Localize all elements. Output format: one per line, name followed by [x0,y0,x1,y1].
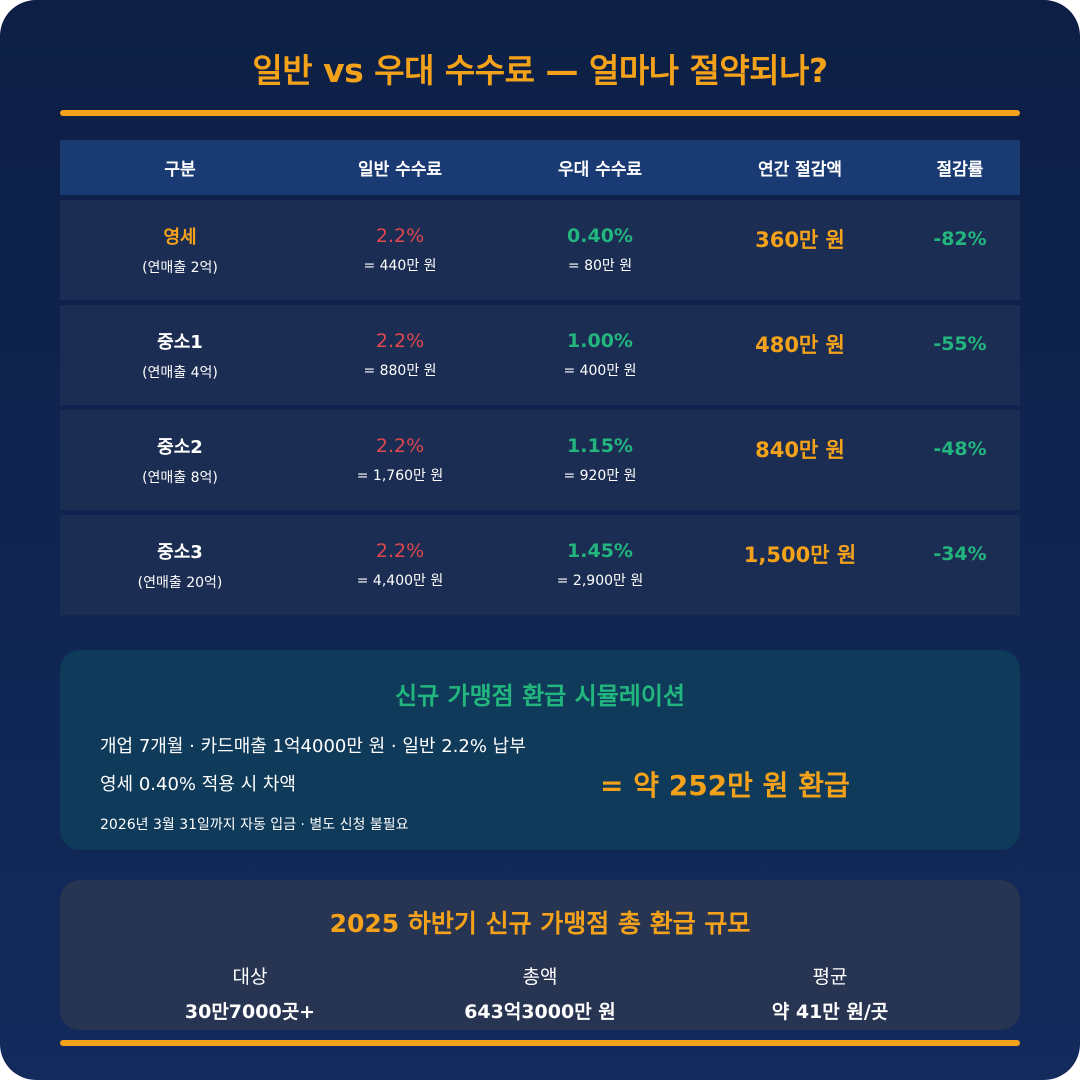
normal-rate: 2.2% [375,540,425,562]
normal-amount: = 1,760만 원 [356,468,444,484]
bottom-divider [60,1040,1020,1046]
header-saving-ratio: 절감률 [936,160,984,180]
saving-cell: 360만 원 [700,228,900,254]
stat-label: 대상 [232,966,268,988]
saving-cell: 840만 원 [700,438,900,464]
preferential-rate: 1.00% [567,330,633,352]
normal-amount: = 880만 원 [363,363,437,379]
preferential-fee-cell: 1.15% = 920만 원 [500,435,700,485]
tier-cell: 중소1 (연매출 4억) [60,328,300,382]
normal-fee-cell: 2.2% = 440만 원 [300,225,500,275]
annual-saving: 480만 원 [755,333,845,357]
annual-saving: 1,500만 원 [743,543,857,567]
tier-cell: 중소3 (연매출 20억) [60,538,300,592]
header-normal-fee: 일반 수수료 [357,160,443,180]
normal-fee-cell: 2.2% = 1,760만 원 [300,435,500,485]
preferential-amount: = 2,900만 원 [556,573,644,589]
annual-saving: 360만 원 [755,228,845,252]
stat-target: 대상 30만7000곳+ [90,962,410,1024]
tier-sales: (연매출 8억) [142,470,218,486]
normal-rate: 2.2% [375,225,425,247]
saving-ratio: -82% [933,228,987,250]
normal-amount: = 440만 원 [363,258,437,274]
fee-comparison-table: 구분 일반 수수료 우대 수수료 연간 절감액 절감률 영세 (연매출 2억) … [60,140,1020,615]
preferential-rate: 0.40% [567,225,633,247]
stat-value: 30만7000곳+ [184,1001,316,1023]
tier-sales: (연매출 20억) [137,575,223,591]
tier-cell: 영세 (연매출 2억) [60,223,300,277]
simulation-note: 2026년 3월 31일까지 자동 입금 · 별도 신청 불필요 [100,817,409,833]
stat-value: 643억3000만 원 [464,1001,616,1023]
normal-fee-cell: 2.2% = 880만 원 [300,330,500,380]
table-row: 중소1 (연매출 4억) 2.2% = 880만 원 1.00% = 400만 … [60,305,1020,405]
saving-ratio: -34% [933,543,987,565]
preferential-rate: 1.45% [567,540,633,562]
annual-saving: 840만 원 [755,438,845,462]
normal-rate: 2.2% [375,330,425,352]
title-divider [60,110,1020,116]
tier-name: 중소3 [157,542,203,563]
header-preferential-fee: 우대 수수료 [557,160,643,180]
preferential-rate: 1.15% [567,435,633,457]
stat-label: 평균 [812,966,848,988]
header-annual-saving: 연간 절감액 [757,160,843,180]
tier-sales: (연매출 2억) [142,260,218,276]
tier-sales: (연매출 4억) [142,365,218,381]
table-row: 중소3 (연매출 20억) 2.2% = 4,400만 원 1.45% = 2,… [60,515,1020,615]
tier-name: 중소1 [157,332,203,353]
table-row: 중소2 (연매출 8억) 2.2% = 1,760만 원 1.15% = 920… [60,410,1020,510]
preferential-amount: = 920만 원 [563,468,637,484]
saving-ratio: -48% [933,438,987,460]
normal-rate: 2.2% [375,435,425,457]
preferential-fee-cell: 1.45% = 2,900만 원 [500,540,700,590]
stat-value: 약 41만 원/곳 [771,1001,889,1023]
stat-average: 평균 약 41만 원/곳 [670,962,990,1024]
header-tier: 구분 [164,160,196,180]
simulation-result: = 약 252만 원 환급 [600,769,850,802]
total-refund-title: 2025 하반기 신규 가맹점 총 환급 규모 [329,909,751,938]
tier-name: 영세 [163,227,197,248]
normal-amount: = 4,400만 원 [356,573,444,589]
preferential-amount: = 400만 원 [563,363,637,379]
preferential-amount: = 80만 원 [567,258,633,274]
page-title: 일반 vs 우대 수수료 — 얼마나 절약되나? [252,51,828,90]
stat-total-amount: 총액 643억3000만 원 [380,962,700,1024]
tier-cell: 중소2 (연매출 8억) [60,433,300,487]
preferential-fee-cell: 1.00% = 400만 원 [500,330,700,380]
saving-ratio: -55% [933,333,987,355]
table-header: 구분 일반 수수료 우대 수수료 연간 절감액 절감률 [60,140,1020,195]
saving-cell: 1,500만 원 [700,543,900,569]
tier-name: 중소2 [157,437,203,458]
normal-fee-cell: 2.2% = 4,400만 원 [300,540,500,590]
saving-cell: 480만 원 [700,333,900,359]
simulation-title: 신규 가맹점 환급 시뮬레이션 [394,682,686,710]
table-row: 영세 (연매출 2억) 2.2% = 440만 원 0.40% = 80만 원 … [60,200,1020,300]
stat-label: 총액 [522,966,558,988]
simulation-difference-label: 영세 0.40% 적용 시 차액 [100,774,296,795]
total-refund-panel: 2025 하반기 신규 가맹점 총 환급 규모 대상 30만7000곳+ 총액 … [60,880,1020,1030]
simulation-condition: 개업 7개월 · 카드매출 1억4000만 원 · 일반 2.2% 납부 [100,736,526,757]
preferential-fee-cell: 0.40% = 80만 원 [500,225,700,275]
refund-simulation-panel: 신규 가맹점 환급 시뮬레이션 개업 7개월 · 카드매출 1억4000만 원 … [60,650,1020,850]
